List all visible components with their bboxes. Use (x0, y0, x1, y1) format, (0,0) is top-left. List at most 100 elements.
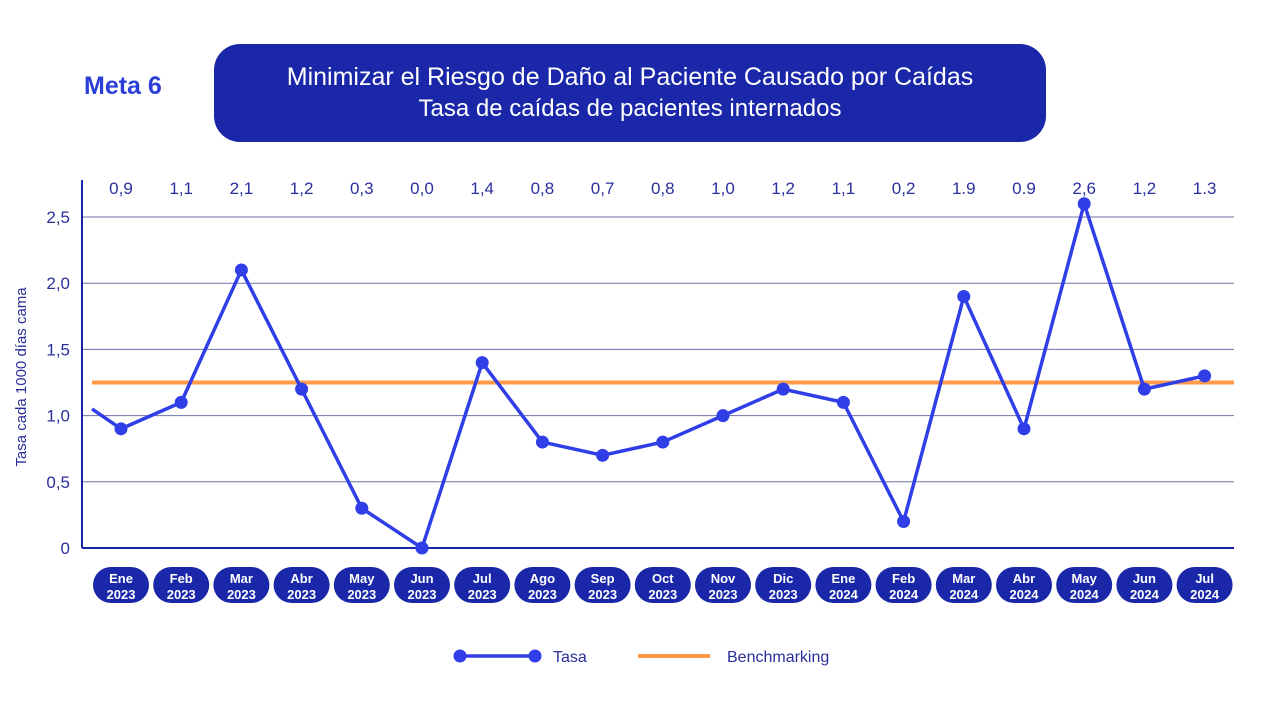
x-tick-year: 2023 (227, 587, 256, 602)
x-tick-pill (695, 567, 751, 603)
data-label: 1,1 (832, 179, 856, 198)
x-tick-month: Nov (711, 571, 736, 586)
y-axis-title: Tasa cada 1000 días cama (13, 287, 30, 467)
data-label: 1.3 (1193, 179, 1217, 198)
x-tick-year: 2023 (709, 587, 738, 602)
x-tick-year: 2024 (889, 587, 919, 602)
x-tick-month: Mar (230, 571, 253, 586)
data-label: 1,2 (1133, 179, 1157, 198)
x-tick-year: 2023 (468, 587, 497, 602)
x-tick-pill (1116, 567, 1173, 603)
chart-subtitle: Tasa de caídas de pacientes internados (418, 95, 842, 122)
x-tick-pill (996, 567, 1052, 603)
x-tick-year: 2024 (829, 587, 859, 602)
x-tick-year: 2023 (167, 587, 196, 602)
data-point (1137, 382, 1151, 396)
x-tick-pill (153, 567, 210, 603)
data-label: 1.9 (952, 179, 976, 198)
data-label: 0,8 (531, 179, 555, 198)
data-point (836, 395, 850, 409)
x-tick-pill (755, 567, 812, 603)
x-tick-month: Jul (473, 571, 492, 586)
data-point (596, 448, 610, 462)
goal-label: Meta 6 (84, 72, 162, 100)
x-tick-month: Jul (1195, 571, 1214, 586)
x-tick-year: 2024 (1070, 587, 1100, 602)
data-label: 2,6 (1072, 179, 1096, 198)
x-tick-pill (514, 567, 571, 603)
x-tick-year: 2023 (588, 587, 617, 602)
data-label: 1,0 (711, 179, 735, 198)
x-tick-month: Abr (1013, 571, 1035, 586)
y-tick-label: 1,5 (46, 340, 70, 359)
data-label: 0,9 (109, 179, 133, 198)
y-tick-label: 1,0 (46, 407, 70, 426)
x-tick-month: Mar (952, 571, 975, 586)
data-point (957, 289, 971, 303)
x-tick-year: 2023 (287, 587, 316, 602)
x-tick-month: Abr (290, 571, 312, 586)
data-point (656, 435, 670, 449)
x-tick-pill (1176, 567, 1233, 603)
x-tick-month: Sep (591, 571, 615, 586)
data-label: 1,2 (771, 179, 795, 198)
data-point (776, 382, 790, 396)
data-point (415, 541, 429, 555)
x-tick-pill (935, 567, 992, 603)
data-label: 0.9 (1012, 179, 1036, 198)
data-label: 0,2 (892, 179, 916, 198)
x-tick-year: 2023 (347, 587, 376, 602)
series-line-tasa (91, 202, 1205, 550)
x-tick-month: May (349, 571, 375, 586)
x-tick-month: Dic (773, 571, 793, 586)
data-point (295, 382, 309, 396)
data-label: 2,1 (230, 179, 254, 198)
x-tick-month: Feb (170, 571, 193, 586)
data-point (897, 515, 911, 529)
x-tick-pill (815, 567, 872, 603)
chart-title: Minimizar el Riesgo de Daño al Paciente … (286, 63, 974, 91)
data-point (355, 501, 369, 515)
legend-marker (528, 649, 542, 663)
data-label: 0,8 (651, 179, 675, 198)
x-tick-month: Ago (530, 571, 555, 586)
data-point (1198, 369, 1212, 383)
x-tick-year: 2023 (648, 587, 677, 602)
x-tick-month: Jun (1133, 571, 1156, 586)
data-label: 1,2 (290, 179, 314, 198)
x-tick-pill (394, 567, 450, 603)
x-tick-pill (273, 567, 330, 603)
y-tick-label: 2,5 (46, 208, 70, 227)
legend-label-benchmark: Benchmarking (727, 649, 829, 666)
x-tick-pill (875, 567, 932, 603)
x-tick-month: Jun (410, 571, 433, 586)
title-banner: Minimizar el Riesgo de Daño al Paciente … (214, 44, 1046, 142)
data-point (1077, 197, 1091, 211)
x-tick-year: 2024 (1010, 587, 1040, 602)
x-tick-pill (574, 567, 631, 603)
x-tick-year: 2023 (769, 587, 798, 602)
data-point (1017, 422, 1031, 436)
x-tick-pill (634, 567, 691, 603)
x-tick-month: Feb (892, 571, 915, 586)
data-label: 0,7 (591, 179, 615, 198)
legend-marker (453, 649, 467, 663)
data-point (475, 356, 489, 370)
data-point (174, 395, 188, 409)
x-tick-year: 2024 (1190, 587, 1220, 602)
data-label: 1,1 (169, 179, 193, 198)
data-label: 0,0 (410, 179, 434, 198)
y-tick-label: 0,5 (46, 473, 70, 492)
x-tick-pill (213, 567, 270, 603)
x-tick-year: 2023 (528, 587, 557, 602)
x-tick-pill (333, 567, 390, 603)
x-tick-month: Ene (109, 571, 133, 586)
x-tick-pill (454, 567, 511, 603)
data-label: 0,3 (350, 179, 374, 198)
legend-label-tasa: Tasa (553, 649, 587, 666)
x-tick-year: 2024 (949, 587, 979, 602)
data-label: 1,4 (470, 179, 494, 198)
x-tick-month: May (1072, 571, 1098, 586)
data-point (234, 263, 248, 277)
